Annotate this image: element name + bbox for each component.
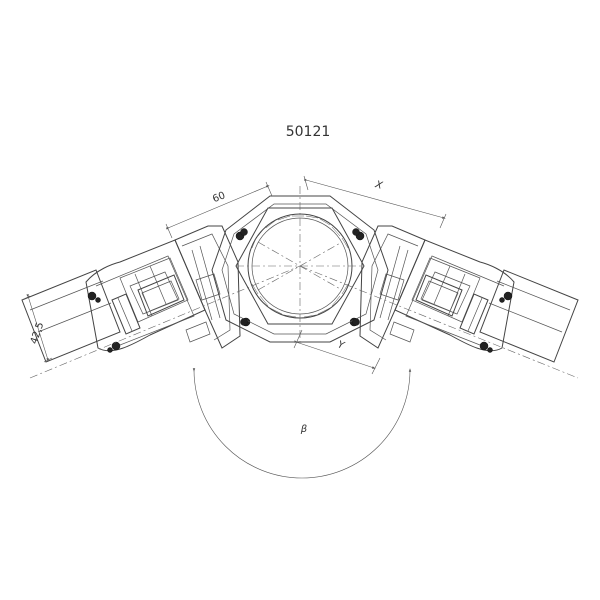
svg-text:X: X (373, 179, 385, 192)
left-frame-profile (21, 225, 251, 363)
dimension-offset-x: X (303, 175, 447, 229)
right-frame-profile (349, 225, 579, 363)
dimension-offset-y: Y (293, 329, 381, 375)
dimension-glass-thickness: 42,5 (21, 293, 53, 363)
dimension-frame-width: 60 (165, 181, 273, 239)
svg-text:β: β (300, 424, 308, 435)
svg-text:60: 60 (211, 190, 227, 205)
angle-beta-arc: β (192, 368, 412, 479)
right-axis-line (299, 265, 579, 379)
left-axis-line (29, 265, 301, 379)
part-number: 50121 (286, 124, 331, 140)
svg-text:Y: Y (336, 339, 346, 352)
